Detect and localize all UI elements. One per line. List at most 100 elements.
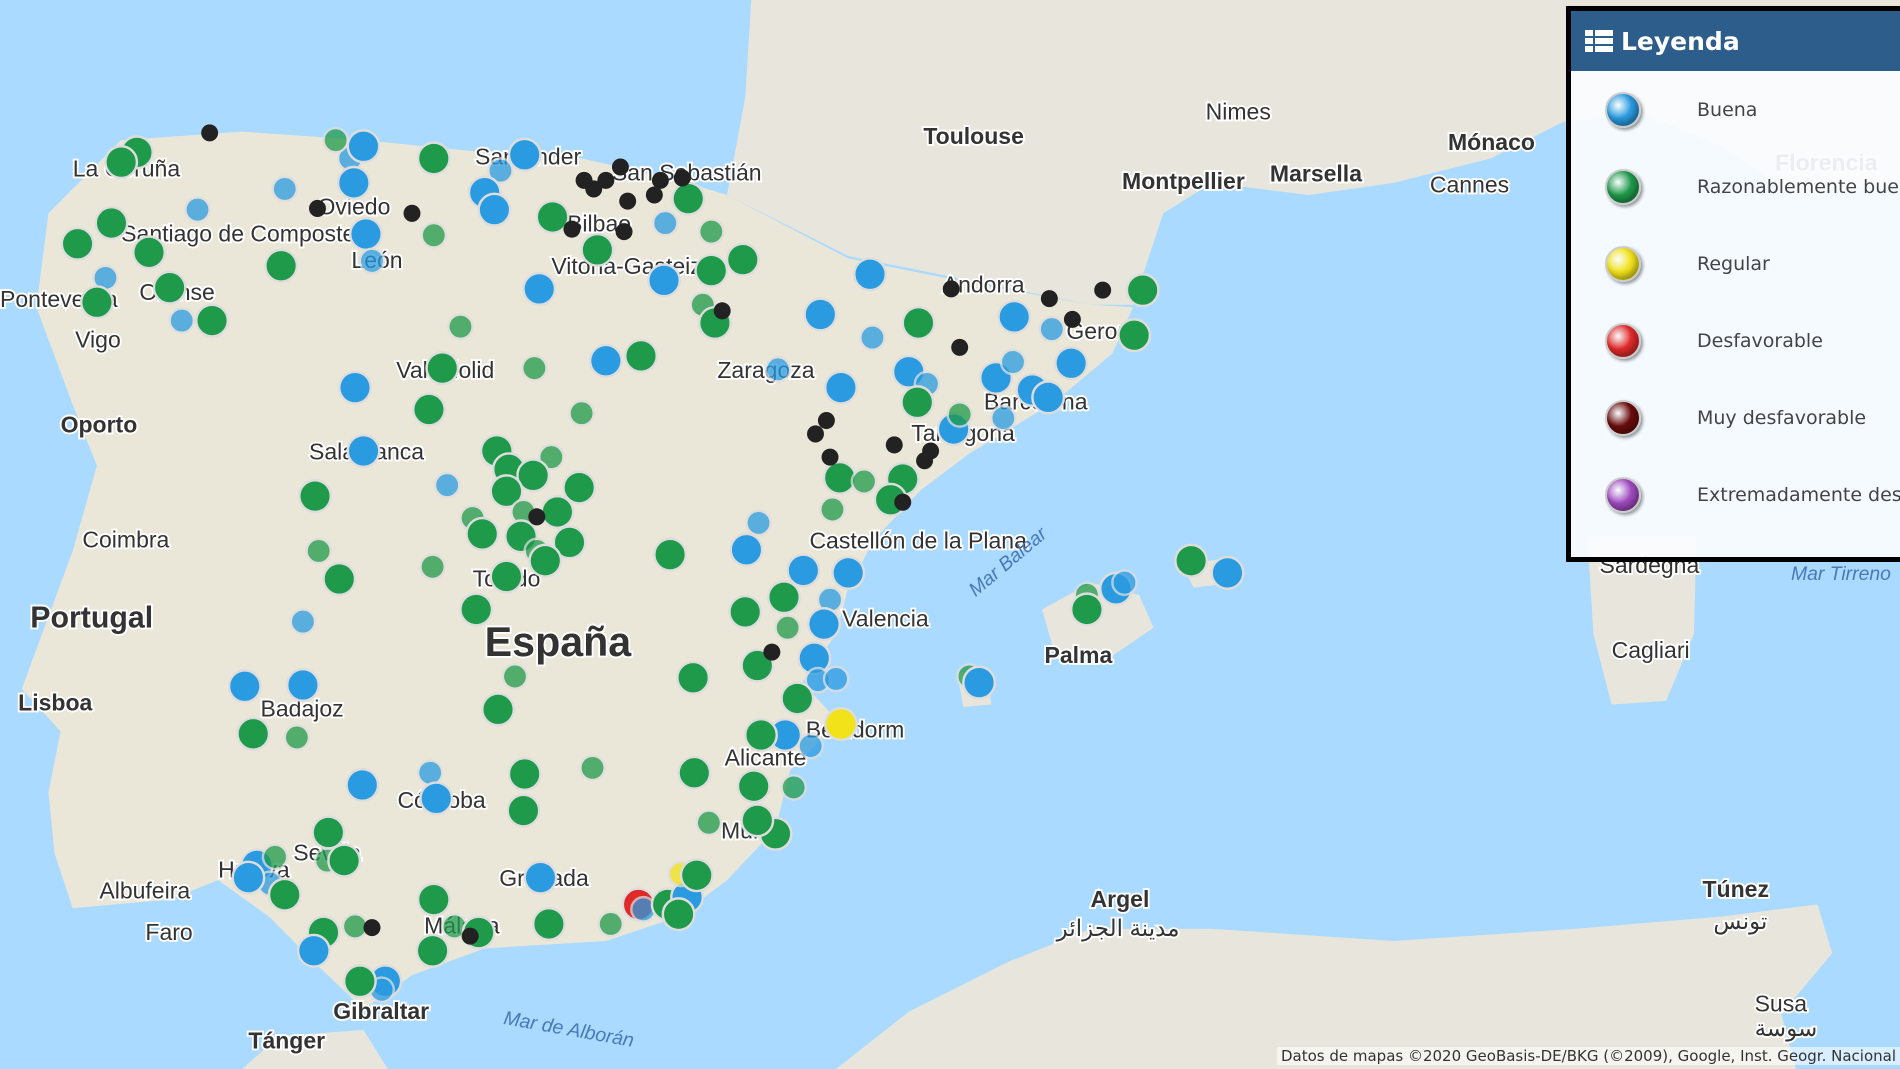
station-marker[interactable]: [823, 706, 858, 742]
station-marker[interactable]: [538, 443, 565, 471]
station-marker[interactable]: [415, 933, 450, 968]
station-marker[interactable]: [416, 141, 451, 176]
station-marker[interactable]: [697, 218, 725, 246]
station-marker[interactable]: [807, 607, 841, 642]
station-marker[interactable]: [261, 843, 289, 871]
station-marker[interactable]: [322, 126, 349, 154]
station-marker[interactable]: [1069, 592, 1104, 627]
station-marker[interactable]: [894, 493, 912, 511]
station-marker[interactable]: [736, 769, 771, 804]
station-marker[interactable]: [999, 348, 1027, 376]
station-marker[interactable]: [540, 494, 575, 530]
station-marker[interactable]: [951, 338, 969, 356]
station-marker[interactable]: [461, 927, 479, 945]
station-marker[interactable]: [831, 555, 866, 590]
station-marker[interactable]: [597, 910, 625, 938]
station-marker[interactable]: [946, 401, 974, 428]
station-marker[interactable]: [568, 399, 595, 427]
station-marker[interactable]: [195, 303, 230, 338]
station-marker[interactable]: [1210, 555, 1245, 590]
station-marker[interactable]: [419, 553, 446, 581]
station-marker[interactable]: [764, 355, 792, 383]
station-marker[interactable]: [447, 313, 474, 341]
station-marker[interactable]: [489, 559, 524, 594]
station-marker[interactable]: [168, 307, 196, 334]
station-markers[interactable]: [60, 124, 1245, 1004]
station-marker[interactable]: [411, 392, 446, 427]
station-marker[interactable]: [363, 919, 381, 937]
station-marker[interactable]: [922, 442, 940, 460]
station-marker[interactable]: [645, 186, 663, 204]
station-marker[interactable]: [104, 145, 139, 180]
station-marker[interactable]: [859, 324, 886, 352]
station-marker[interactable]: [322, 561, 357, 597]
station-marker[interactable]: [358, 247, 386, 275]
station-marker[interactable]: [345, 767, 380, 803]
station-marker[interactable]: [745, 509, 772, 537]
station-marker[interactable]: [885, 436, 903, 454]
station-marker[interactable]: [506, 793, 541, 828]
station-marker[interactable]: [132, 235, 167, 270]
station-marker[interactable]: [420, 221, 448, 249]
station-marker[interactable]: [308, 199, 326, 217]
station-marker[interactable]: [507, 756, 542, 792]
station-marker[interactable]: [521, 354, 548, 382]
station-marker[interactable]: [774, 614, 801, 642]
station-marker[interactable]: [997, 299, 1032, 334]
station-marker[interactable]: [419, 781, 454, 816]
station-marker[interactable]: [1125, 273, 1160, 308]
station-marker[interactable]: [803, 297, 838, 332]
station-marker[interactable]: [563, 220, 581, 238]
station-marker[interactable]: [900, 385, 935, 420]
station-marker[interactable]: [579, 754, 606, 782]
station-marker[interactable]: [695, 809, 723, 837]
station-marker[interactable]: [671, 181, 706, 216]
station-marker[interactable]: [661, 897, 696, 932]
station-marker[interactable]: [853, 257, 887, 292]
station-marker[interactable]: [311, 815, 346, 850]
station-marker[interactable]: [962, 665, 997, 700]
station-marker[interactable]: [1174, 543, 1209, 578]
station-marker[interactable]: [744, 717, 778, 753]
station-marker[interactable]: [336, 165, 371, 200]
station-marker[interactable]: [403, 204, 421, 222]
station-marker[interactable]: [763, 643, 781, 661]
station-marker[interactable]: [786, 553, 821, 588]
station-marker[interactable]: [283, 724, 311, 751]
station-marker[interactable]: [1117, 318, 1152, 353]
station-marker[interactable]: [523, 860, 558, 895]
station-marker[interactable]: [676, 660, 711, 695]
station-marker[interactable]: [236, 716, 271, 751]
station-marker[interactable]: [531, 906, 566, 942]
station-marker[interactable]: [522, 271, 557, 306]
station-marker[interactable]: [901, 305, 936, 341]
station-marker[interactable]: [989, 404, 1017, 432]
station-marker[interactable]: [289, 608, 317, 636]
station-marker[interactable]: [821, 448, 839, 466]
station-marker[interactable]: [694, 253, 729, 288]
station-marker[interactable]: [740, 803, 775, 838]
station-marker[interactable]: [231, 860, 266, 895]
station-marker[interactable]: [487, 157, 514, 185]
station-marker[interactable]: [822, 665, 850, 693]
station-marker[interactable]: [346, 129, 381, 164]
station-marker[interactable]: [305, 537, 333, 565]
station-marker[interactable]: [348, 216, 383, 252]
station-marker[interactable]: [296, 933, 331, 968]
station-marker[interactable]: [624, 338, 658, 373]
station-marker[interactable]: [416, 882, 451, 917]
station-marker[interactable]: [823, 370, 858, 405]
station-marker[interactable]: [298, 479, 333, 514]
station-marker[interactable]: [1094, 281, 1112, 299]
station-marker[interactable]: [152, 270, 187, 305]
station-marker[interactable]: [341, 912, 369, 940]
station-marker[interactable]: [477, 192, 512, 227]
station-marker[interactable]: [619, 192, 637, 210]
station-marker[interactable]: [227, 669, 262, 704]
station-marker[interactable]: [819, 496, 846, 523]
station-marker[interactable]: [780, 774, 808, 801]
map-attribution[interactable]: Datos de mapas ©2020 GeoBasis-DE/BKG (©2…: [1276, 1047, 1900, 1065]
station-marker[interactable]: [615, 223, 633, 241]
station-marker[interactable]: [728, 594, 763, 629]
